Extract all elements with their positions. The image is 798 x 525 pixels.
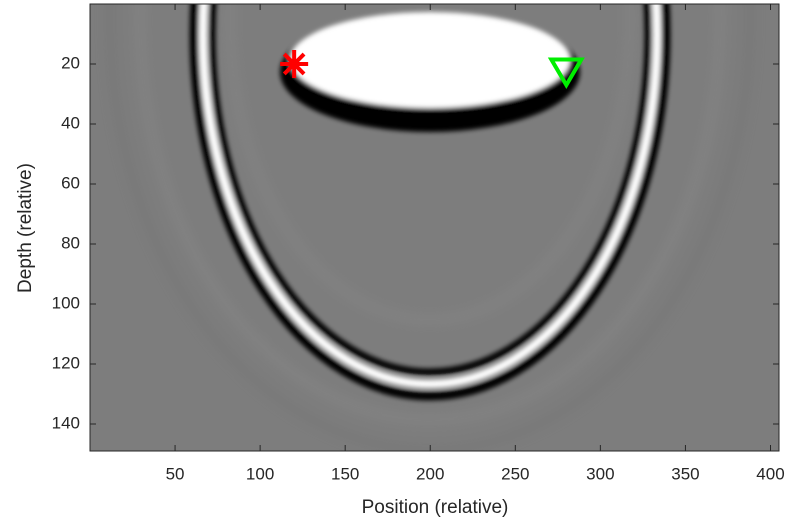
receiver-marker [547,57,585,89]
y-tick-label: 140 [52,413,80,432]
y-tick-label: 40 [61,113,80,132]
x-tick-label: 50 [166,464,185,483]
y-tick-label: 120 [52,353,80,372]
y-tick-label: 100 [52,293,80,312]
x-tick-label: 300 [586,464,614,483]
x-tick-label: 200 [416,464,444,483]
x-tick-label: 150 [331,464,359,483]
plot-frame [89,3,780,452]
wavefield [90,4,779,451]
y-tick-label: 60 [61,173,80,192]
x-tick-label: 100 [246,464,274,483]
x-tick-label: 350 [671,464,699,483]
y-tick-label: 80 [61,233,80,252]
x-tick-label: 250 [501,464,529,483]
y-tick-label: 20 [61,53,80,72]
source-marker [280,50,309,78]
y-axis-label: Depth (relative) [15,163,36,293]
x-tick-label: 400 [756,464,784,483]
x-axis-label: Position (relative) [362,497,509,518]
